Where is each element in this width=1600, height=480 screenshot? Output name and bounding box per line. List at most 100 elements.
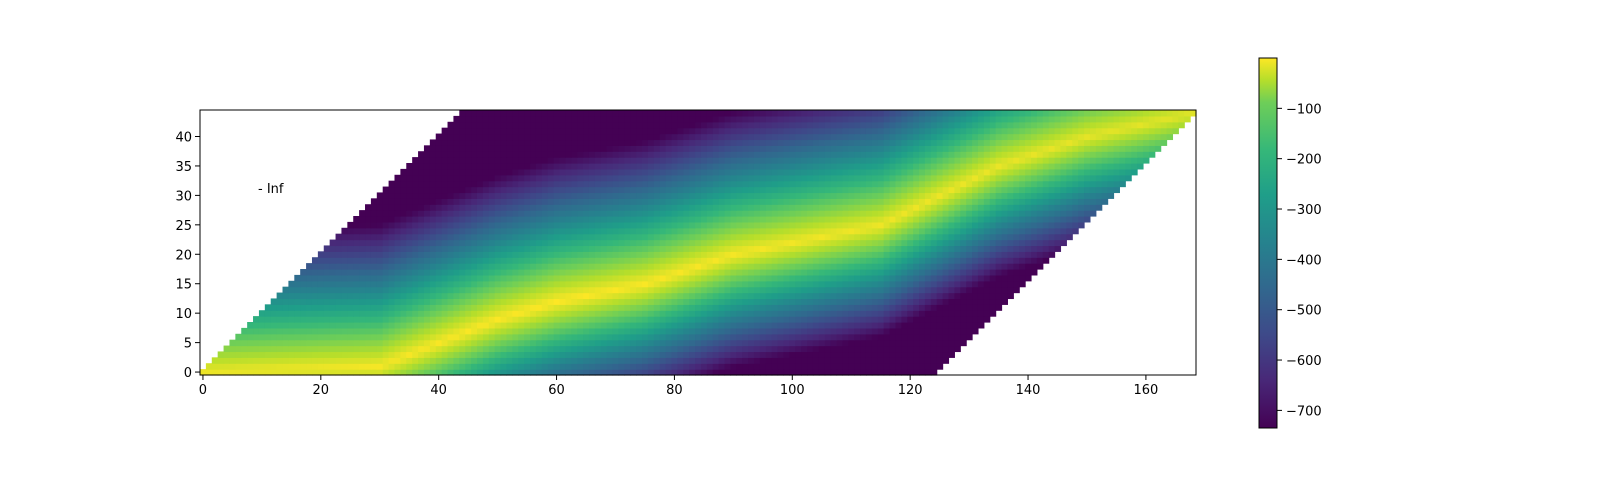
- heat-cell: [653, 174, 661, 182]
- heat-cell: [736, 157, 743, 164]
- heat-cell: [730, 263, 737, 270]
- heat-cell: [700, 263, 708, 270]
- heat-cell: [759, 351, 767, 358]
- heat-cell: [977, 186, 985, 194]
- heat-cell: [394, 298, 401, 305]
- heat-cell: [476, 186, 484, 194]
- heat-cell: [683, 198, 690, 205]
- heat-cell: [907, 351, 914, 358]
- heat-cell: [742, 310, 749, 317]
- heat-cell: [972, 168, 979, 176]
- heat-cell: [954, 239, 961, 247]
- heat-cell: [1072, 151, 1079, 158]
- heat-cell: [683, 310, 690, 317]
- heat-cell: [783, 151, 790, 158]
- heat-cell: [889, 157, 897, 164]
- heat-cell: [447, 210, 455, 217]
- heat-cell: [689, 192, 696, 199]
- heat-cell: [476, 180, 484, 188]
- heat-cell: [948, 204, 955, 211]
- heat-cell: [541, 251, 549, 258]
- heat-cell: [706, 280, 714, 288]
- heat-cell: [1042, 145, 1050, 152]
- heat-cell: [571, 180, 578, 188]
- heat-cell: [553, 363, 561, 370]
- heat-cell: [983, 145, 991, 152]
- heat-cell: [441, 210, 449, 217]
- heat-cell: [518, 292, 525, 300]
- heat-cell: [494, 292, 502, 300]
- heat-cell: [824, 292, 832, 300]
- heat-cell: [329, 257, 337, 264]
- heat-cell: [488, 251, 496, 258]
- heat-cell: [488, 221, 496, 229]
- heat-cell: [624, 257, 631, 264]
- heat-cell: [907, 292, 914, 300]
- heat-cell: [382, 286, 390, 294]
- heat-cell: [311, 363, 319, 370]
- heat-cell: [972, 204, 979, 211]
- heat-cell: [465, 351, 472, 358]
- heat-cell: [706, 269, 714, 276]
- heat-cell: [942, 263, 950, 270]
- heat-cell: [647, 186, 655, 194]
- heat-cell: [895, 174, 902, 182]
- heat-cell: [895, 227, 902, 235]
- heat-cell: [718, 180, 726, 188]
- heat-cell: [1137, 145, 1144, 152]
- heat-cell: [783, 168, 790, 176]
- heat-cell: [807, 204, 814, 211]
- heat-cell: [1007, 186, 1014, 194]
- heat-cell: [812, 310, 820, 317]
- heat-cell: [777, 245, 785, 252]
- heat-cell: [306, 310, 313, 317]
- heat-cell: [612, 186, 620, 194]
- heat-cell: [742, 369, 749, 376]
- heat-cell: [553, 304, 561, 311]
- heat-cell: [689, 145, 696, 152]
- heat-cell: [453, 351, 460, 358]
- heat-cell: [848, 163, 855, 170]
- heat-cell: [229, 345, 236, 353]
- heat-cell: [665, 351, 673, 358]
- heat-cell: [241, 351, 248, 358]
- heat-cell: [447, 157, 455, 164]
- heat-cell: [588, 286, 596, 294]
- heat-cell: [942, 304, 950, 311]
- heat-cell: [1001, 180, 1008, 188]
- heat-cell: [924, 180, 932, 188]
- heat-cell: [983, 292, 991, 300]
- heat-cell: [924, 298, 932, 305]
- heat-cell: [836, 351, 843, 358]
- heat-cell: [771, 198, 779, 205]
- heat-cell: [730, 186, 737, 194]
- heat-cell: [842, 157, 849, 164]
- heat-cell: [759, 339, 767, 347]
- heat-cell: [465, 145, 472, 152]
- heat-cell: [777, 163, 785, 170]
- heat-cell: [706, 333, 714, 341]
- heat-cell: [736, 163, 743, 170]
- heat-cell: [488, 327, 496, 335]
- heat-cell: [1095, 145, 1103, 152]
- heat-cell: [459, 304, 466, 311]
- heat-cell: [500, 333, 508, 341]
- heat-cell: [524, 157, 531, 164]
- heat-cell: [247, 339, 254, 347]
- heat-cell: [836, 274, 843, 282]
- heat-cell: [1101, 192, 1109, 199]
- heat-cell: [1084, 174, 1091, 182]
- heat-cell: [942, 139, 950, 146]
- heat-cell: [907, 280, 914, 288]
- heat-cell: [700, 327, 708, 335]
- heat-cell: [518, 227, 525, 235]
- heat-cell: [1042, 151, 1050, 158]
- heat-cell: [282, 322, 289, 329]
- heat-cell: [577, 316, 584, 323]
- heat-cell: [565, 221, 572, 229]
- heat-cell: [1089, 192, 1097, 199]
- heat-cell: [824, 216, 832, 223]
- heat-cell: [689, 163, 696, 170]
- heat-cell: [659, 298, 667, 305]
- heat-cell: [1007, 257, 1014, 264]
